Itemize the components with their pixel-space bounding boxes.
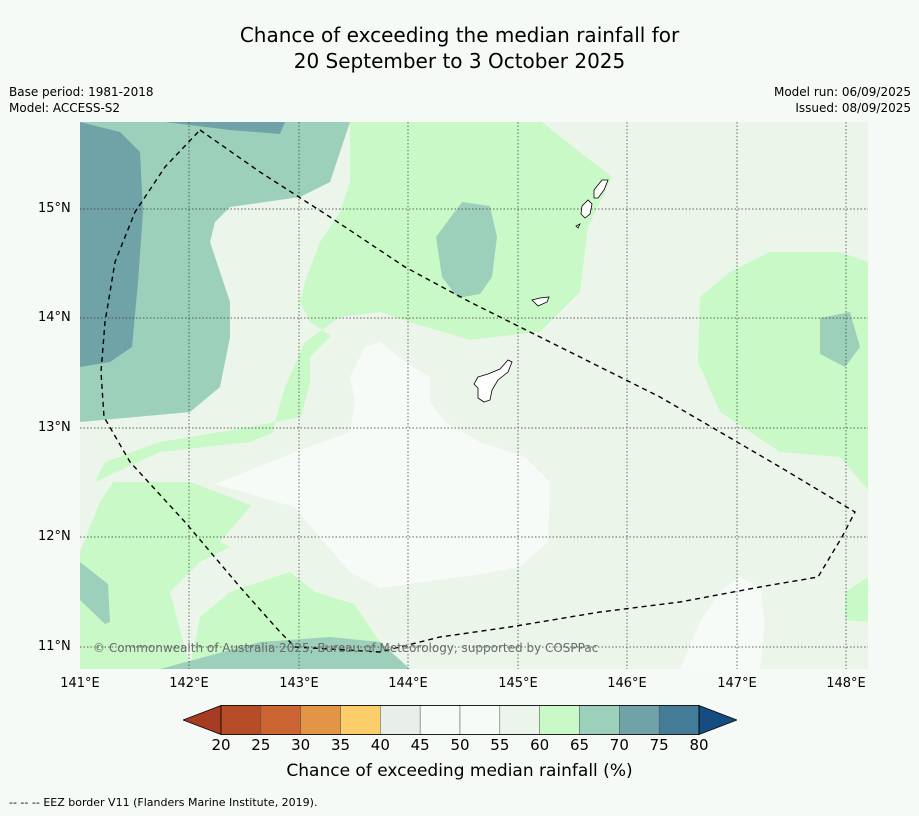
copyright-notice: © Commonwealth of Australia 2025, Bureau… [93,641,599,655]
colorbar-tick-label: 70 [609,736,629,754]
lat-label-12: 12°N [38,529,71,544]
colorbar-segment [419,705,461,735]
lat-label-11: 11°N [38,639,71,654]
region-teal-south [160,637,410,669]
region-white-southeast [680,577,765,669]
island-saipan [593,179,609,199]
lon-label-144: 144°E [388,676,428,691]
region-green-east [698,252,868,490]
colorbar-segment [220,705,262,735]
colorbar-label: Chance of exceeding median rainfall (%) [286,761,633,781]
island-aguijan [575,223,581,229]
meta-left: Base period: 1981-2018 Model: ACCESS-S2 [9,84,154,116]
region-teal-north [436,202,497,298]
lon-label-142: 142°E [169,676,209,691]
colorbar-tick-label: 40 [370,736,390,754]
eez-border [100,129,856,653]
map-panel [80,122,868,669]
colorbar-segment [499,705,540,735]
lon-label-143: 143°E [279,676,319,691]
colorbar-arrow-high [698,705,737,735]
lat-label-13: 13°N [38,420,71,435]
eez-legend: -- -- -- EEZ border V11 (Flanders Marine… [9,796,317,809]
region-white-central-top [215,342,550,588]
base-period: Base period: 1981-2018 [9,85,154,99]
eez-legend-symbol: -- -- -- [9,796,40,809]
chart-title: Chance of exceeding the median rainfall … [0,22,919,74]
lon-label-141: 141°E [60,676,100,691]
colorbar-tick-label: 35 [330,736,351,754]
region-teal-east [820,312,860,367]
island-guam [473,359,513,403]
colorbar-tick-label: 60 [530,736,550,754]
colorbar-segment [579,705,620,735]
colorbar-tick-label: 75 [649,736,669,754]
colorbar-tick-label: 65 [569,736,590,754]
eez-legend-text: EEZ border V11 (Flanders Marine Institut… [43,796,318,809]
gridlines [80,122,868,669]
colorbar-tick-label: 50 [450,736,470,754]
region-dark-top [80,122,285,134]
region-green-southeast [845,577,868,622]
colorbar-segment [658,705,700,735]
colorbar-tick-label: 20 [211,736,231,754]
lat-label-14: 14°N [38,310,71,325]
colorbar-segment [459,705,501,735]
colorbar-tick-label: 55 [490,736,510,754]
colorbar-arrow-low [183,705,222,735]
lon-label-148: 148°E [826,676,866,691]
island-tinian [580,199,593,219]
model-run: Model run: 06/09/2025 [773,85,911,99]
colorbar-segment [300,705,341,735]
region-teal-west [80,122,350,422]
colorbar-segment [260,705,301,735]
colorbar-segment [619,705,660,735]
lon-label-145: 145°E [498,676,538,691]
title-line-1: Chance of exceeding the median rainfall … [239,23,680,47]
lon-label-146: 146°E [607,676,647,691]
colorbar-outline [220,705,700,735]
colorbar-tick-label: 80 [689,736,709,754]
region-dark-west [80,122,143,367]
issued-date: Issued: 08/09/2025 [795,101,911,115]
colorbar-segment [380,705,421,735]
colorbar-tick-label: 45 [410,736,430,754]
colorbar [183,705,737,735]
model-name: Model: ACCESS-S2 [9,101,121,115]
colorbar-tick-label: 25 [251,736,271,754]
title-line-2: 20 September to 3 October 2025 [293,49,626,73]
lat-label-15: 15°N [38,201,71,216]
island-rota [531,296,550,307]
region-teal-southwest [80,562,110,624]
colorbar-segment [539,705,580,735]
colorbar-segment [340,705,381,735]
map-svg [80,122,868,669]
lon-label-147: 147°E [717,676,757,691]
colorbar-tick-label: 30 [291,736,311,754]
meta-right: Model run: 06/09/2025 Issued: 08/09/2025 [774,84,911,116]
